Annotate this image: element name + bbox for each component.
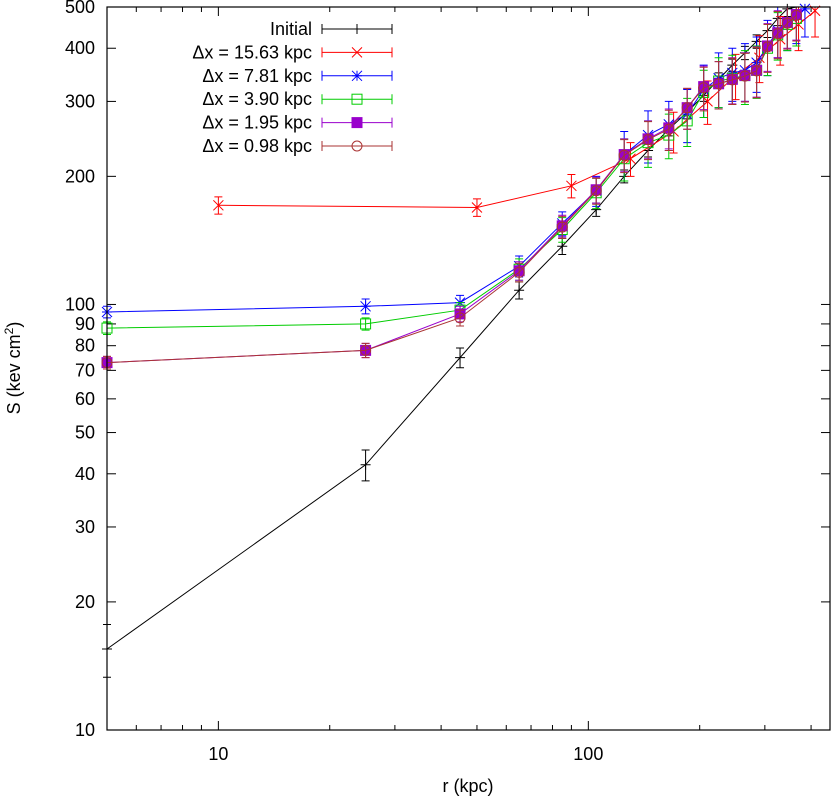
- point-marker: [698, 82, 710, 94]
- error-bar: [773, 10, 782, 60]
- y-tick-label: 60: [75, 389, 95, 409]
- grid-ticks-layer: [106, 6, 830, 731]
- x-tick-label: 100: [573, 744, 603, 764]
- error-bar: [361, 317, 370, 331]
- y-tick-label: 30: [75, 517, 95, 537]
- point-marker: [360, 344, 372, 356]
- point-marker: [351, 117, 363, 129]
- legend-label: Δx = 1.95 kpc: [202, 113, 312, 133]
- point-marker: [799, 3, 811, 15]
- error-bar: [592, 177, 601, 205]
- error-bar: [811, 6, 820, 38]
- point-marker: [793, 19, 804, 30]
- point-marker: [663, 123, 675, 135]
- x-axis-label: r (kpc): [443, 776, 494, 796]
- y-tick-label: 10: [75, 720, 95, 740]
- point-marker: [772, 28, 784, 40]
- y-tick-label: 300: [65, 91, 95, 111]
- error-bar: [740, 52, 749, 103]
- point-marker: [566, 180, 577, 192]
- error-bar: [515, 262, 524, 283]
- legend-label: Δx = 7.81 kpc: [202, 66, 312, 86]
- error-bar: [644, 121, 653, 161]
- point-marker: [351, 140, 363, 152]
- x-tick-label: 10: [208, 744, 228, 764]
- legend-item: Δx = 1.95 kpc: [202, 113, 393, 133]
- point-marker: [557, 241, 568, 252]
- y-tick-label: 90: [75, 314, 95, 334]
- legend-label: Δx = 0.98 kpc: [202, 136, 312, 156]
- point-marker: [781, 17, 793, 29]
- legend: Initial Δx = 15.63 kpc Δx = 7.81 kpc Δx = 3…: [192, 19, 393, 156]
- legend-label: Δx = 15.63 kpc: [192, 42, 312, 62]
- y-axis-label-main: S (kev cm: [4, 334, 24, 414]
- point-marker: [726, 74, 738, 86]
- legend-item: Δx = 3.90 kpc: [202, 89, 393, 109]
- error-bar: [728, 57, 737, 106]
- legend-label: Initial: [270, 19, 312, 39]
- point-marker: [790, 9, 802, 21]
- y-tick-label: 70: [75, 360, 95, 380]
- y-tick-label: 500: [65, 0, 95, 17]
- point-marker: [455, 352, 466, 363]
- point-marker: [556, 221, 568, 233]
- y-axis-label-sup: 2: [2, 327, 16, 334]
- point-marker: [471, 202, 483, 213]
- point-marker: [681, 102, 693, 114]
- error-bar: [626, 142, 635, 177]
- legend-item: Δx = 15.63 kpc: [192, 42, 393, 62]
- y-tick-label: 200: [65, 166, 95, 186]
- plot-frame: [106, 6, 831, 731]
- point-marker: [618, 149, 630, 161]
- y-axis-label: S (kev cm2): [2, 322, 24, 415]
- point-marker: [642, 134, 654, 146]
- series-group: [101, 6, 802, 370]
- error-bar: [620, 139, 629, 174]
- point-marker: [351, 93, 363, 105]
- y-axis-label-close: ): [4, 322, 24, 328]
- point-marker: [351, 47, 363, 58]
- point-marker: [762, 41, 774, 53]
- y-tick-label: 20: [75, 592, 95, 612]
- point-marker: [739, 70, 751, 82]
- y-tick-label: 50: [75, 423, 95, 443]
- point-marker: [590, 185, 602, 197]
- legend-label: Δx = 3.90 kpc: [202, 89, 312, 109]
- series-layer: [101, 3, 821, 678]
- point-marker: [513, 266, 525, 278]
- point-marker: [454, 312, 466, 324]
- error-bar: [664, 109, 673, 152]
- point-marker: [360, 318, 372, 330]
- point-marker: [751, 65, 763, 77]
- error-bar: [763, 23, 772, 73]
- legend-item: Δx = 7.81 kpc: [202, 66, 393, 86]
- error-bar: [558, 215, 567, 239]
- point-marker: [352, 24, 362, 34]
- point-marker: [213, 199, 224, 211]
- legend-item: Δx = 0.98 kpc: [202, 136, 393, 156]
- error-bar: [714, 61, 723, 110]
- y-tick-label: 100: [65, 294, 95, 314]
- point-marker: [713, 78, 725, 90]
- point-marker: [514, 285, 525, 296]
- y-tick-label: 400: [65, 38, 95, 58]
- error-bar: [683, 87, 692, 130]
- point-marker: [702, 96, 713, 107]
- y-tick-label: 40: [75, 464, 95, 484]
- error-bar: [699, 66, 708, 112]
- legend-item: Initial: [270, 19, 393, 39]
- point-marker: [351, 70, 363, 82]
- y-tick-label: 80: [75, 336, 95, 356]
- point-marker: [360, 300, 371, 312]
- legend-line: [321, 141, 393, 151]
- error-bar: [752, 46, 761, 99]
- legend-line: [321, 94, 393, 105]
- point-marker: [360, 459, 371, 470]
